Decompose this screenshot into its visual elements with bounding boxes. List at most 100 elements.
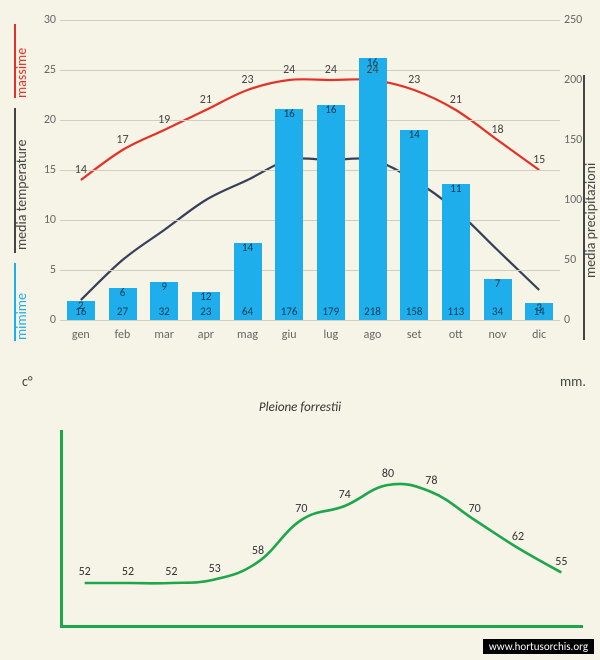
precip-value: 218 — [359, 305, 387, 318]
gridline — [60, 120, 560, 121]
min-temp-on-bar: 11 — [442, 182, 470, 195]
plot-area: 051015202530050100150200250162gen276feb3… — [60, 20, 560, 320]
month-label: apr — [198, 328, 214, 342]
precip-value: 23 — [192, 305, 220, 318]
month-label: feb — [115, 328, 131, 342]
humidity-value: 70 — [469, 502, 481, 516]
gridline — [60, 270, 560, 271]
month-label: dic — [532, 328, 546, 342]
min-temp-on-bar: 14 — [234, 241, 262, 254]
max-temp-value: 24 — [366, 63, 378, 77]
max-temp-value: 21 — [200, 93, 212, 107]
humidity-line — [63, 430, 583, 625]
media-temp-label: media temperature — [13, 140, 30, 250]
month-label: ago — [364, 328, 382, 342]
max-temp-value: 24 — [325, 63, 337, 77]
ytick-right: 200 — [564, 73, 582, 87]
humidity-curve — [85, 484, 562, 583]
month-label: set — [407, 328, 422, 342]
month-label: nov — [489, 328, 507, 342]
precip-bar: 34 7 — [484, 279, 512, 320]
precip-bar: 162 — [67, 301, 95, 320]
ytick-left: 5 — [50, 263, 56, 277]
humidity-value: 70 — [295, 502, 307, 516]
precip-bar: 32 9 — [150, 282, 178, 320]
max-temp-value: 14 — [75, 163, 87, 177]
min-temp-on-bar: 16 — [275, 107, 303, 120]
min-temp-on-bar: 6 — [109, 286, 137, 299]
species-name: Pleione forrestii — [0, 400, 600, 415]
gridline — [60, 320, 560, 321]
precip-bar: 64 14 — [234, 243, 262, 320]
minime-label: mimime — [13, 293, 30, 340]
precip-bar: 2312 — [192, 292, 220, 320]
precip-value: 176 — [275, 305, 303, 318]
max-temp-value: 23 — [408, 73, 420, 87]
max-temp-value: 21 — [450, 93, 462, 107]
ytick-right: 150 — [564, 133, 582, 147]
month-label: gen — [72, 328, 90, 342]
precip-value: 113 — [442, 305, 470, 318]
ytick-left: 10 — [44, 213, 56, 227]
min-temp-on-bar: 2 — [67, 299, 95, 312]
humidity-value: 55 — [555, 554, 567, 568]
humidity-value: 78 — [425, 474, 437, 488]
climate-chart-wrapper: massime media temperature mimime media p… — [0, 0, 600, 660]
min-temp-on-bar: 16 — [317, 103, 345, 116]
max-temp-value: 15 — [533, 153, 545, 167]
humidity-value: 53 — [209, 561, 221, 575]
humidity-value: 80 — [382, 467, 394, 481]
massime-label: massime — [13, 48, 30, 98]
gridline — [60, 70, 560, 71]
max-temp-value: 24 — [283, 63, 295, 77]
humidity-chart: media % umidità relativa 525252535870748… — [0, 420, 600, 640]
unit-mm: mm. — [560, 373, 586, 390]
ytick-left: 30 — [44, 13, 56, 27]
month-label: lug — [323, 328, 338, 342]
min-temp-on-bar: 9 — [150, 280, 178, 293]
precip-bar: 276 — [109, 288, 137, 320]
precip-value: 27 — [109, 305, 137, 318]
precip-bar: 113 11 — [442, 184, 470, 320]
unit-celsius: c° — [22, 373, 33, 390]
max-temp-value: 23 — [241, 73, 253, 87]
gridline — [60, 220, 560, 221]
ytick-left: 0 — [50, 313, 56, 327]
min-temp-on-bar: 12 — [192, 290, 220, 303]
source-footer: www.hortusorchis.org — [483, 639, 594, 654]
precip-value: 179 — [317, 305, 345, 318]
humidity-value: 74 — [339, 488, 351, 502]
humidity-plot: 525252535870748078706255 — [60, 430, 583, 628]
max-temp-line — [81, 79, 539, 180]
precip-bar: 179 16 — [317, 105, 345, 320]
min-temp-on-bar: 14 — [400, 128, 428, 141]
month-label: mag — [237, 328, 258, 342]
ytick-right: 0 — [564, 313, 570, 327]
max-temp-value: 17 — [116, 133, 128, 147]
min-temp-on-bar: 7 — [484, 277, 512, 290]
humidity-value: 52 — [79, 565, 91, 579]
ytick-right: 250 — [564, 13, 582, 27]
gridline — [60, 20, 560, 21]
humidity-value: 52 — [165, 565, 177, 579]
max-temp-value: 19 — [158, 113, 170, 127]
max-temp-value: 18 — [491, 123, 503, 137]
precip-value: 32 — [150, 305, 178, 318]
precip-value: 34 — [484, 305, 512, 318]
humidity-value: 58 — [252, 544, 264, 558]
month-label: giu — [282, 328, 297, 342]
precip-bar: 158 14 — [400, 130, 428, 320]
media-precip-label: media precipitazioni — [582, 163, 599, 278]
precip-value: 158 — [400, 305, 428, 318]
ytick-right: 50 — [564, 253, 576, 267]
precip-value: 64 — [234, 305, 262, 318]
precip-bar: 21816 — [359, 58, 387, 320]
precip-bar: 143 — [525, 303, 553, 320]
precip-bar: 176 16 — [275, 109, 303, 320]
month-label: ott — [449, 328, 463, 342]
gridline — [60, 170, 560, 171]
humidity-value: 52 — [122, 565, 134, 579]
ytick-left: 25 — [44, 63, 56, 77]
ytick-left: 15 — [44, 163, 56, 177]
ytick-right: 100 — [564, 193, 582, 207]
